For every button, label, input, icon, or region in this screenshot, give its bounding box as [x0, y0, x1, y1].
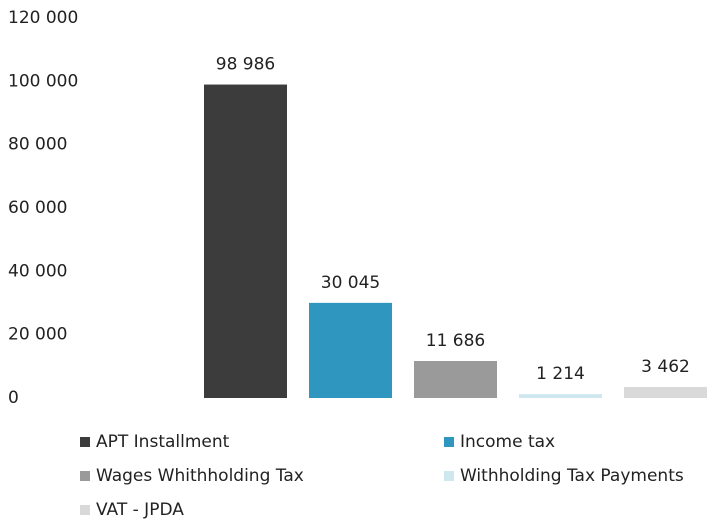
y-tick-label: 0: [8, 388, 19, 408]
legend-label: Income tax: [460, 432, 555, 452]
bar: [309, 302, 392, 398]
y-tick-label: 80 000: [8, 135, 67, 155]
bar: [624, 387, 707, 398]
value-label: 1 214: [536, 364, 585, 384]
bar: [519, 394, 602, 398]
bar: [414, 360, 497, 398]
legend-swatch: [80, 437, 90, 447]
y-tick-label: 20 000: [8, 325, 67, 345]
y-tick-label: 60 000: [8, 198, 67, 218]
legend-label: Withholding Tax Payments: [460, 466, 684, 486]
y-tick-label: 100 000: [8, 71, 78, 91]
value-label: 3 462: [641, 357, 690, 377]
value-label: 11 686: [426, 331, 485, 351]
value-label: 30 045: [321, 273, 380, 293]
legend-label: APT Installment: [96, 432, 230, 452]
legend-swatch: [80, 471, 90, 481]
y-tick-label: 40 000: [8, 261, 67, 281]
value-label: 98 986: [216, 55, 275, 75]
legend-swatch: [444, 437, 454, 447]
y-tick-label: 120 000: [8, 8, 78, 28]
legend-label: Wages Whithholding Tax: [96, 466, 304, 486]
legend-label: VAT - JPDA: [96, 500, 184, 520]
legend-swatch: [444, 471, 454, 481]
legend-swatch: [80, 505, 90, 515]
bar: [204, 84, 287, 398]
